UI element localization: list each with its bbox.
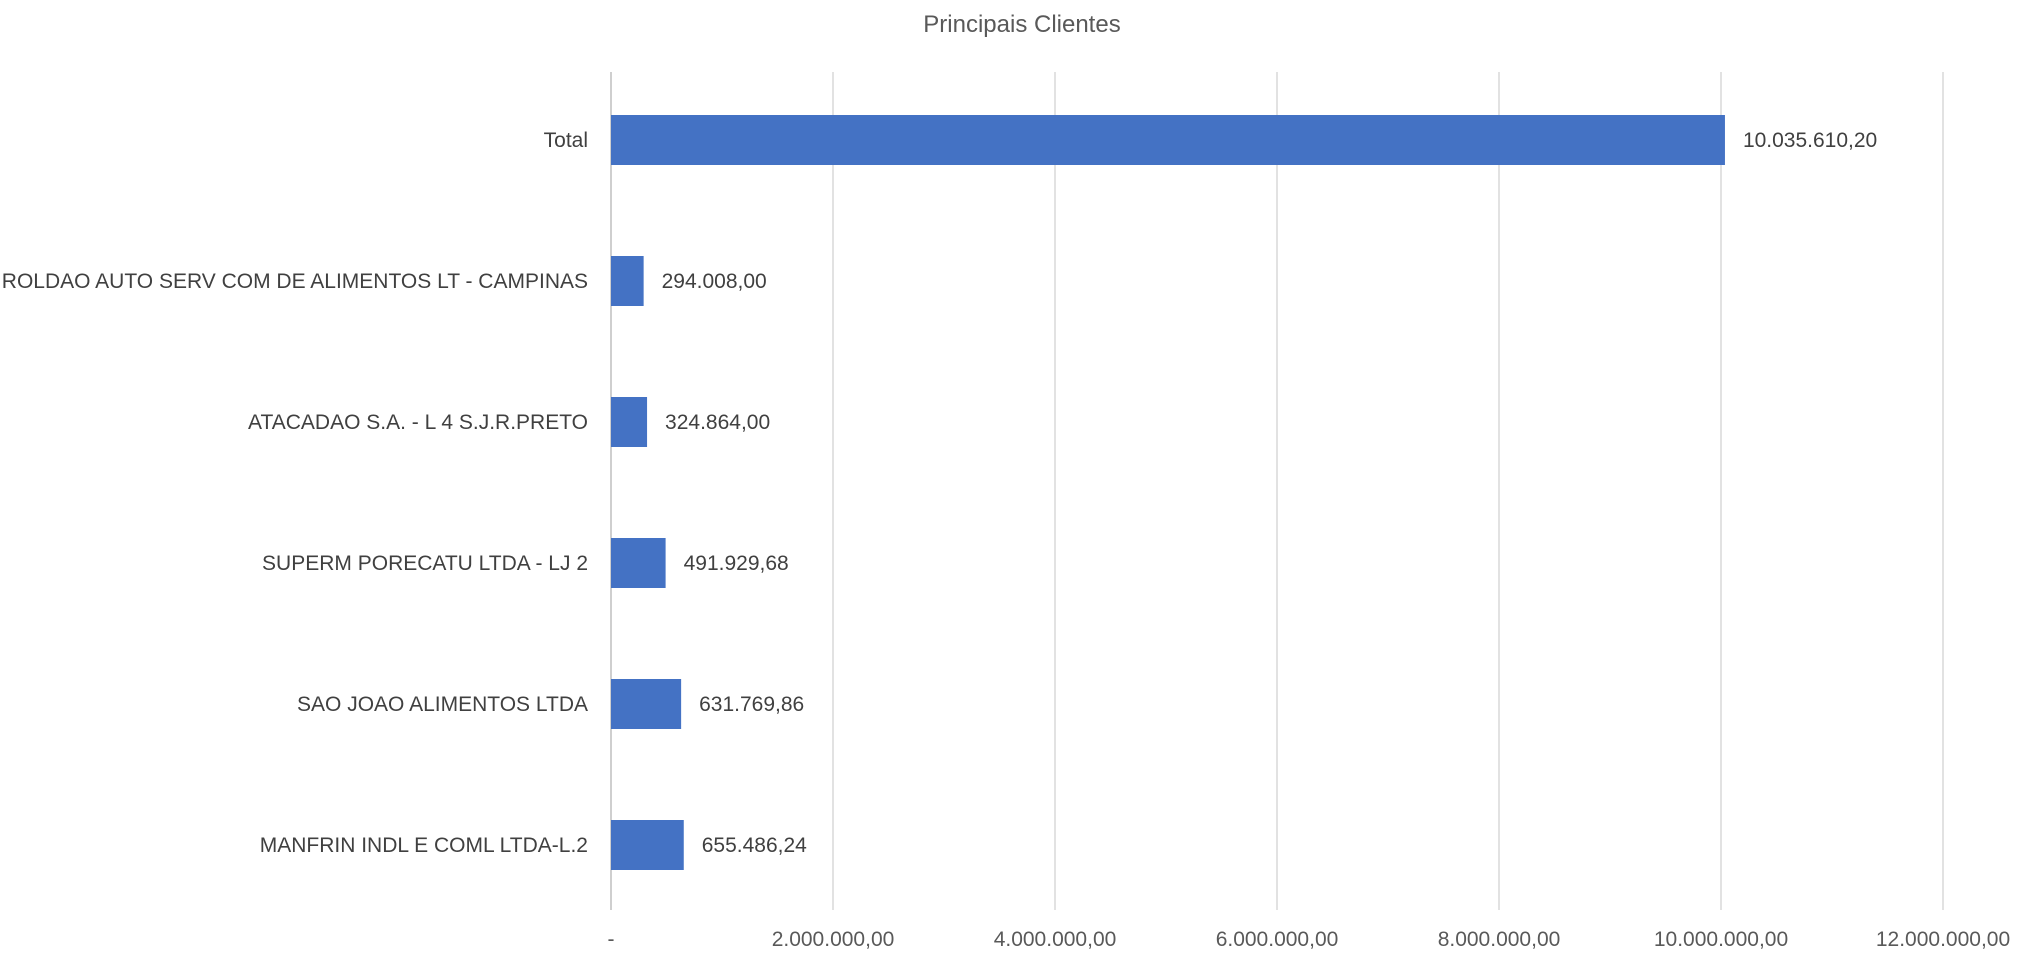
bars [611, 115, 1725, 870]
category-label: ATACADAO S.A. - L 4 S.J.R.PRETO [248, 411, 588, 434]
data-label: 491.929,68 [684, 552, 789, 575]
bar [611, 256, 644, 306]
bar [611, 115, 1725, 165]
x-tick-label: 4.000.000,00 [994, 928, 1117, 951]
data-label: 655.486,24 [702, 834, 807, 857]
bar [611, 820, 684, 870]
bar [611, 679, 682, 729]
x-tick-label: - [608, 928, 615, 951]
category-labels: Total ROLDAO AUTO SERV COM DE ALIMENTOS L… [2, 129, 588, 857]
x-tick-label: 2.000.000,00 [772, 928, 895, 951]
category-label: SAO JOAO ALIMENTOS LTDA [297, 693, 588, 716]
bar [611, 538, 666, 588]
data-labels: 10.035.610,20 294.008,00 324.864,00 491.929… [662, 129, 1878, 857]
data-label: 294.008,00 [662, 270, 767, 293]
category-label: Total [544, 129, 588, 152]
gridlines [610, 72, 1944, 910]
data-label: 324.864,00 [665, 411, 770, 434]
category-label: MANFRIN INDL E COML LTDA-L.2 [260, 834, 588, 857]
x-tick-label: 6.000.000,00 [1216, 928, 1339, 951]
x-tick-label: 12.000.000,00 [1876, 928, 2010, 951]
category-label: ROLDAO AUTO SERV COM DE ALIMENTOS LT - C… [2, 270, 588, 293]
data-label: 10.035.610,20 [1743, 129, 1877, 152]
x-tick-label: 8.000.000,00 [1438, 928, 1561, 951]
data-label: 631.769,86 [699, 693, 804, 716]
chart-title: Principais Clientes [923, 11, 1120, 38]
bar [611, 397, 648, 447]
x-tick-label: 10.000.000,00 [1654, 928, 1788, 951]
category-label: SUPERM PORECATU LTDA - LJ 2 [262, 552, 588, 575]
x-axis-tick-labels: - 2.000.000,00 4.000.000,00 6.000.000,00 8.0… [608, 928, 2011, 951]
